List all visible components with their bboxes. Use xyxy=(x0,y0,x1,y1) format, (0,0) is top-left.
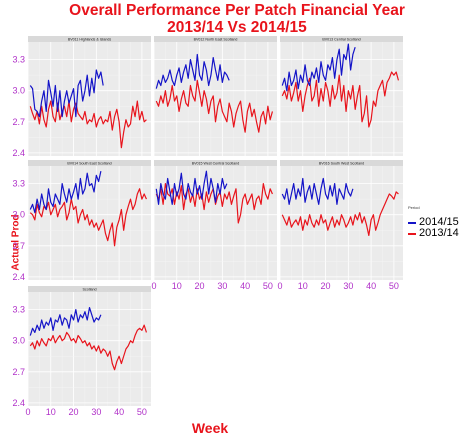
series-line-2013-14 xyxy=(281,191,399,237)
y-tick-label: 2.4 xyxy=(12,398,25,408)
panel-strip xyxy=(28,36,151,42)
x-tick-label: 20 xyxy=(69,407,79,417)
x-tick-label: 50 xyxy=(389,281,399,291)
x-axis-label: Week xyxy=(191,420,229,436)
y-tick-label: 3.0 xyxy=(12,336,25,346)
legend-label-2014-15: 2014/15 xyxy=(419,216,459,228)
x-tick-label: 30 xyxy=(343,281,353,291)
panel-background xyxy=(154,166,277,280)
panel-strip xyxy=(28,286,151,292)
legend-title: Period xyxy=(408,205,420,210)
x-tick-label: 20 xyxy=(321,281,331,291)
panel-title: BV013 Central Scotland xyxy=(322,38,360,42)
x-tick-label: 10 xyxy=(298,281,308,291)
y-tick-label: 3.0 xyxy=(12,86,25,96)
x-tick-label: 30 xyxy=(91,407,101,417)
x-tick-label: 50 xyxy=(137,407,147,417)
panel-6: BV016 South West Scotland 0 10 20 30 40 50 xyxy=(277,160,403,291)
panel-title: BV015 West Central Scotland xyxy=(192,162,239,166)
series-line-2014-15 xyxy=(155,170,228,205)
panel-title: Scotland xyxy=(83,288,97,292)
x-tick-label: 0 xyxy=(151,281,156,291)
x-tick-label: 0 xyxy=(25,407,30,417)
panel-2: BV012 North East Scotland xyxy=(153,36,277,156)
legend-swatch-2014-15 xyxy=(408,222,416,224)
y-tick-label: 2.7 xyxy=(12,241,25,251)
y-tick-label: 2.4 xyxy=(12,148,25,158)
panel-strip xyxy=(154,160,277,166)
series-line-2013-14 xyxy=(29,100,147,149)
x-tick-label: 0 xyxy=(277,281,282,291)
chart-title-line-1: Overall Performance Per Patch Financial … xyxy=(69,2,405,19)
panel-strip xyxy=(154,36,277,42)
y-tick-label: 3.3 xyxy=(12,55,25,65)
legend-label-2013-14: 2013/14 xyxy=(419,227,459,239)
y-tick-label: 3.0 xyxy=(12,210,25,220)
series-line-2013-14 xyxy=(29,324,148,371)
x-tick-label: 40 xyxy=(366,281,376,291)
panel-4: BV014 South East Scotland 2.4 2.7 3.0 3.3 xyxy=(12,160,151,282)
y-tick-label: 2.7 xyxy=(12,117,25,127)
panel-strip xyxy=(280,36,403,42)
panel-strip xyxy=(28,160,151,166)
x-tick-label: 10 xyxy=(46,407,56,417)
series-line-2014-15 xyxy=(155,53,230,89)
panel-title: BV016 South West Scotland xyxy=(319,162,364,166)
y-tick-label: 2.4 xyxy=(12,272,25,282)
x-tick-label: 30 xyxy=(217,281,227,291)
chart-title: Overall Performance Per Patch Financial … xyxy=(0,2,474,36)
y-tick-label: 3.3 xyxy=(12,305,25,315)
legend-item-2014-15: 2014/15 xyxy=(408,216,472,228)
panel-1: BV011 Highlands & Islands 2.4 2.7 3.0 3.3 xyxy=(12,36,151,158)
series-line-2014-15 xyxy=(29,69,104,118)
series-line-2013-14 xyxy=(29,188,147,247)
legend-item-2013-14: 2013/14 xyxy=(408,227,472,239)
series-line-2014-15 xyxy=(29,171,102,214)
series-line-2013-14 xyxy=(155,79,274,133)
x-tick-label: 40 xyxy=(240,281,250,291)
x-tick-label: 50 xyxy=(263,281,273,291)
series-line-2013-14 xyxy=(281,71,400,128)
panel-7: Scotland 2.4 2.7 3.0 3.3 0 10 20 30 40 50 xyxy=(12,286,151,417)
series-line-2014-15 xyxy=(281,43,356,92)
panel-strip xyxy=(280,160,403,166)
x-tick-label: 10 xyxy=(172,281,182,291)
panel-title: BV011 Highlands & Islands xyxy=(68,38,111,42)
x-tick-label: 40 xyxy=(114,407,124,417)
legend: Period 2014/15 2013/14 xyxy=(406,205,472,245)
legend-swatch-2013-14 xyxy=(408,233,416,235)
y-tick-label: 3.3 xyxy=(12,179,25,189)
panel-5: BV015 West Central Scotland 0 10 20 30 40 50 xyxy=(151,160,277,291)
series-line-2014-15 xyxy=(281,177,354,205)
panel-title: BV012 North East Scotland xyxy=(194,38,238,42)
panel-3: BV013 Central Scotland xyxy=(279,36,403,156)
series-line-2014-15 xyxy=(29,306,102,336)
panel-background xyxy=(154,42,277,156)
panel-background xyxy=(28,42,151,156)
x-tick-label: 20 xyxy=(195,281,205,291)
y-tick-label: 2.7 xyxy=(12,367,25,377)
chart-title-line-2: 2013/14 Vs 2014/15 xyxy=(167,19,307,36)
panel-title: BV014 South East Scotland xyxy=(67,162,111,166)
